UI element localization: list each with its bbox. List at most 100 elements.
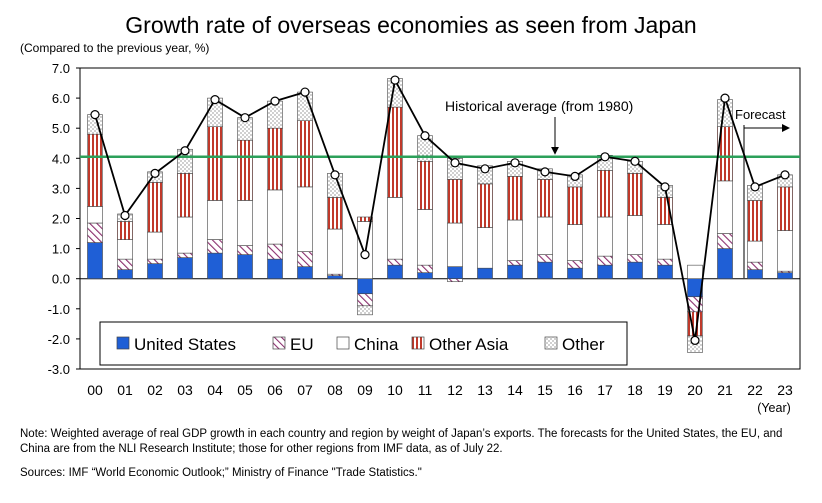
bar-china bbox=[267, 189, 283, 245]
bar-eu bbox=[417, 264, 433, 273]
bar-other-asia bbox=[117, 221, 133, 240]
x-tick-label: 01 bbox=[117, 382, 133, 398]
total-growth-point bbox=[270, 96, 280, 106]
bar-eu bbox=[357, 293, 373, 307]
bar-united-states bbox=[417, 272, 433, 279]
legend-box bbox=[99, 321, 628, 366]
total-growth-point bbox=[330, 170, 340, 180]
x-tick-label: 17 bbox=[597, 382, 613, 398]
bar-other-asia bbox=[597, 170, 613, 218]
bar-eu bbox=[747, 261, 763, 270]
bar-china bbox=[477, 227, 493, 269]
bar-eu bbox=[447, 278, 463, 283]
legend-swatch-eu bbox=[272, 336, 286, 350]
bar-united-states bbox=[777, 272, 793, 279]
bar-other-asia bbox=[477, 183, 493, 228]
x-tick-label: 22 bbox=[747, 382, 763, 398]
bar-united-states bbox=[537, 261, 553, 279]
bar-eu bbox=[267, 243, 283, 260]
x-tick-label: 21 bbox=[717, 382, 733, 398]
total-growth-point bbox=[390, 75, 400, 85]
x-tick-label: 07 bbox=[297, 382, 313, 398]
bar-other-asia bbox=[327, 197, 343, 230]
bar-united-states bbox=[567, 267, 583, 280]
x-tick-label: 13 bbox=[477, 382, 493, 398]
x-axis-unit-label: (Year) bbox=[757, 401, 791, 415]
chart-title: Growth rate of overseas economies as see… bbox=[125, 12, 697, 38]
legend-label-other-asia: Other Asia bbox=[429, 335, 509, 354]
y-tick-label: 7.0 bbox=[52, 61, 70, 76]
legend-swatch-china bbox=[336, 336, 350, 350]
x-tick-label: 04 bbox=[207, 382, 223, 398]
bar-china bbox=[237, 200, 253, 246]
bar-united-states bbox=[237, 254, 253, 279]
bar-china bbox=[777, 230, 793, 272]
bar-united-states bbox=[87, 242, 103, 280]
y-tick-label: 1.0 bbox=[52, 242, 70, 257]
legend-label-other: Other bbox=[562, 335, 605, 354]
x-tick-label: 00 bbox=[87, 382, 103, 398]
chart-canvas: 7.0 6.0 5.0 4.0 3.0 2.0 1.0 0.0 -1.0 -2.0 -3.0 Hist… bbox=[48, 61, 801, 415]
x-tick-label: 16 bbox=[567, 382, 583, 398]
total-growth-point bbox=[540, 167, 550, 177]
bar-china bbox=[417, 209, 433, 266]
plot-area bbox=[79, 67, 801, 370]
bar-other-asia bbox=[357, 216, 373, 222]
bar-eu bbox=[567, 260, 583, 269]
legend-label-china: China bbox=[354, 335, 399, 354]
y-tick-label: -2.0 bbox=[48, 332, 70, 347]
y-tick-label: -1.0 bbox=[48, 302, 70, 317]
bar-eu bbox=[237, 245, 253, 255]
bar-united-states bbox=[507, 264, 523, 279]
total-growth-point bbox=[420, 131, 430, 141]
bar-china bbox=[567, 224, 583, 261]
y-tick-label: 3.0 bbox=[52, 181, 70, 196]
bar-united-states bbox=[207, 252, 223, 280]
bar-other-asia bbox=[447, 179, 463, 224]
bar-other-asia bbox=[387, 106, 403, 198]
total-growth-point bbox=[780, 170, 790, 180]
bar-other-asia bbox=[207, 126, 223, 201]
bar-other-asia bbox=[237, 139, 253, 201]
bar-eu bbox=[117, 258, 133, 270]
bar-united-states bbox=[387, 264, 403, 279]
bar-other-asia bbox=[87, 133, 103, 207]
bar-other-asia bbox=[537, 179, 553, 218]
bar-eu bbox=[177, 252, 193, 258]
bar-eu bbox=[717, 233, 733, 249]
total-growth-line bbox=[94, 77, 786, 341]
x-tick-label: 03 bbox=[177, 382, 193, 398]
bar-china bbox=[747, 240, 763, 263]
x-tick-label: 10 bbox=[387, 382, 403, 398]
y-axis-unit-label: (Compared to the previous year, %) bbox=[20, 41, 210, 55]
total-growth-point bbox=[750, 182, 760, 192]
x-tick-label: 18 bbox=[627, 382, 643, 398]
bar-other bbox=[357, 305, 373, 316]
forecast-label: Forecast bbox=[735, 107, 786, 122]
bar-china bbox=[537, 216, 553, 255]
chart-note: Note: Weighted average of real GDP growt… bbox=[20, 428, 783, 455]
total-growth-point bbox=[120, 210, 130, 221]
bar-other-asia bbox=[267, 127, 283, 191]
total-growth-point bbox=[450, 158, 460, 168]
bar-china bbox=[687, 264, 703, 279]
bar-other-asia bbox=[777, 186, 793, 231]
total-growth-point bbox=[690, 335, 700, 346]
bar-united-states bbox=[627, 261, 643, 279]
bar-china bbox=[597, 216, 613, 257]
chart-sources: Sources: IMF “World Economic Outlook;” M… bbox=[20, 467, 422, 479]
total-growth-point bbox=[570, 171, 580, 181]
total-growth-point bbox=[210, 95, 220, 105]
bar-united-states bbox=[177, 257, 193, 280]
total-growth-point bbox=[510, 158, 520, 168]
total-growth-point bbox=[720, 93, 730, 103]
total-growth-point bbox=[630, 156, 640, 166]
bar-other-asia bbox=[507, 176, 523, 221]
x-tick-label: 05 bbox=[237, 382, 253, 398]
legend-label-united-states: United States bbox=[134, 335, 236, 354]
bar-united-states bbox=[297, 266, 313, 280]
bar-eu bbox=[297, 251, 313, 267]
bar-china bbox=[657, 224, 673, 260]
bar-eu bbox=[657, 258, 673, 266]
x-tick-label: 23 bbox=[777, 382, 793, 398]
